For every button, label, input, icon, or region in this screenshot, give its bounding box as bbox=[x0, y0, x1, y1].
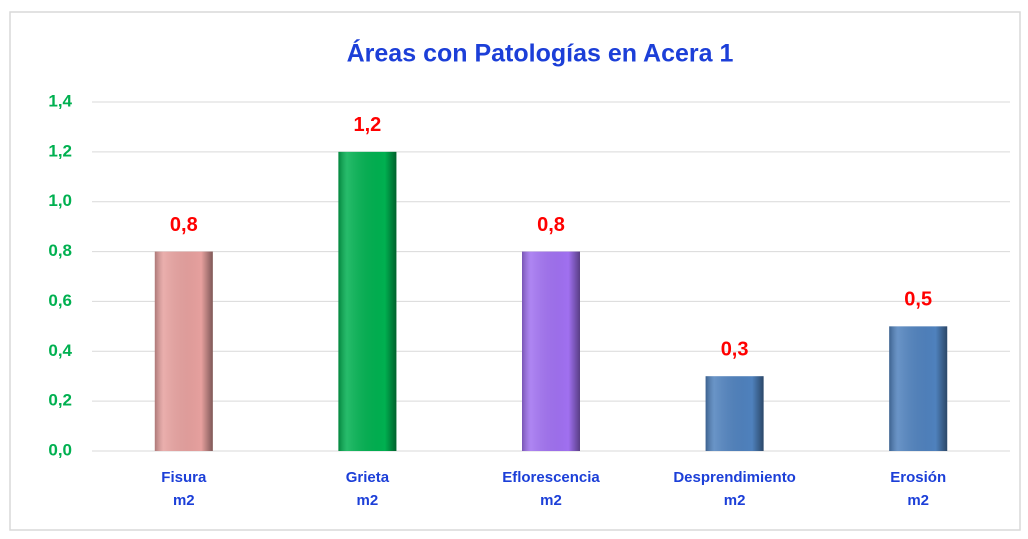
y-tick-label: 0,6 bbox=[48, 291, 72, 310]
y-tick-label: 0,0 bbox=[48, 440, 72, 459]
value-label: 1,2 bbox=[353, 114, 381, 136]
bar bbox=[338, 151, 397, 451]
y-tick-label: 0,2 bbox=[48, 391, 72, 410]
value-label: 0,8 bbox=[537, 214, 565, 236]
bar bbox=[705, 376, 764, 451]
y-tick-label: 1,4 bbox=[48, 91, 72, 110]
y-tick-label: 1,2 bbox=[48, 141, 72, 160]
y-tick-label: 1,0 bbox=[48, 191, 72, 210]
y-tick-label: 0,4 bbox=[48, 341, 72, 360]
x-tick-label: Erosión m2 bbox=[890, 469, 946, 509]
x-tick-label: Eflorescencia m2 bbox=[502, 469, 600, 509]
bar bbox=[889, 326, 948, 451]
x-tick-label: Fisura m2 bbox=[161, 469, 207, 509]
x-tick-label: Desprendimiento m2 bbox=[673, 469, 796, 509]
bar bbox=[154, 251, 213, 451]
bar bbox=[522, 251, 580, 451]
y-tick-label: 0,8 bbox=[48, 241, 72, 260]
chart-title: Áreas con Patologías en Acera 1 bbox=[347, 39, 734, 68]
value-label: 0,5 bbox=[904, 289, 932, 311]
value-label: 0,3 bbox=[721, 338, 749, 360]
x-tick-label: Grieta m2 bbox=[346, 469, 390, 509]
value-label: 0,8 bbox=[170, 214, 198, 236]
